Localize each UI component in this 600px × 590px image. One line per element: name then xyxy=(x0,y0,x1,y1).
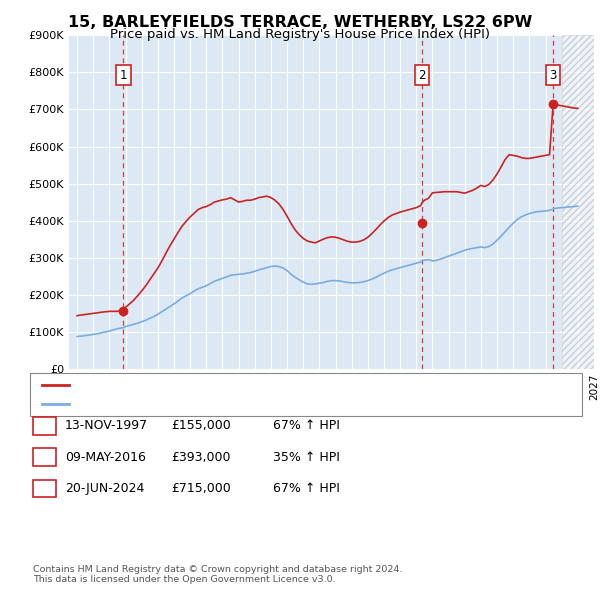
Text: HPI: Average price, detached house, Leeds: HPI: Average price, detached house, Leed… xyxy=(75,399,298,409)
Text: 15, BARLEYFIELDS TERRACE, WETHERBY, LS22 6PW (detached house): 15, BARLEYFIELDS TERRACE, WETHERBY, LS22… xyxy=(75,381,439,391)
Text: 1: 1 xyxy=(40,419,49,432)
Text: 2: 2 xyxy=(418,69,426,82)
Text: 15, BARLEYFIELDS TERRACE, WETHERBY, LS22 6PW: 15, BARLEYFIELDS TERRACE, WETHERBY, LS22… xyxy=(68,15,532,30)
Text: £393,000: £393,000 xyxy=(171,451,230,464)
Text: 67% ↑ HPI: 67% ↑ HPI xyxy=(273,482,340,495)
Text: 3: 3 xyxy=(40,482,49,495)
Text: 2: 2 xyxy=(40,451,49,464)
Text: 67% ↑ HPI: 67% ↑ HPI xyxy=(273,419,340,432)
Text: 1: 1 xyxy=(119,69,127,82)
Bar xyxy=(562,35,600,369)
Text: Contains HM Land Registry data © Crown copyright and database right 2024.
This d: Contains HM Land Registry data © Crown c… xyxy=(33,565,403,584)
Text: 09-MAY-2016: 09-MAY-2016 xyxy=(65,451,146,464)
Text: £715,000: £715,000 xyxy=(171,482,231,495)
Text: Price paid vs. HM Land Registry's House Price Index (HPI): Price paid vs. HM Land Registry's House … xyxy=(110,28,490,41)
Text: £155,000: £155,000 xyxy=(171,419,231,432)
Text: 20-JUN-2024: 20-JUN-2024 xyxy=(65,482,144,495)
Text: 3: 3 xyxy=(550,69,557,82)
Text: 13-NOV-1997: 13-NOV-1997 xyxy=(65,419,148,432)
Text: 35% ↑ HPI: 35% ↑ HPI xyxy=(273,451,340,464)
